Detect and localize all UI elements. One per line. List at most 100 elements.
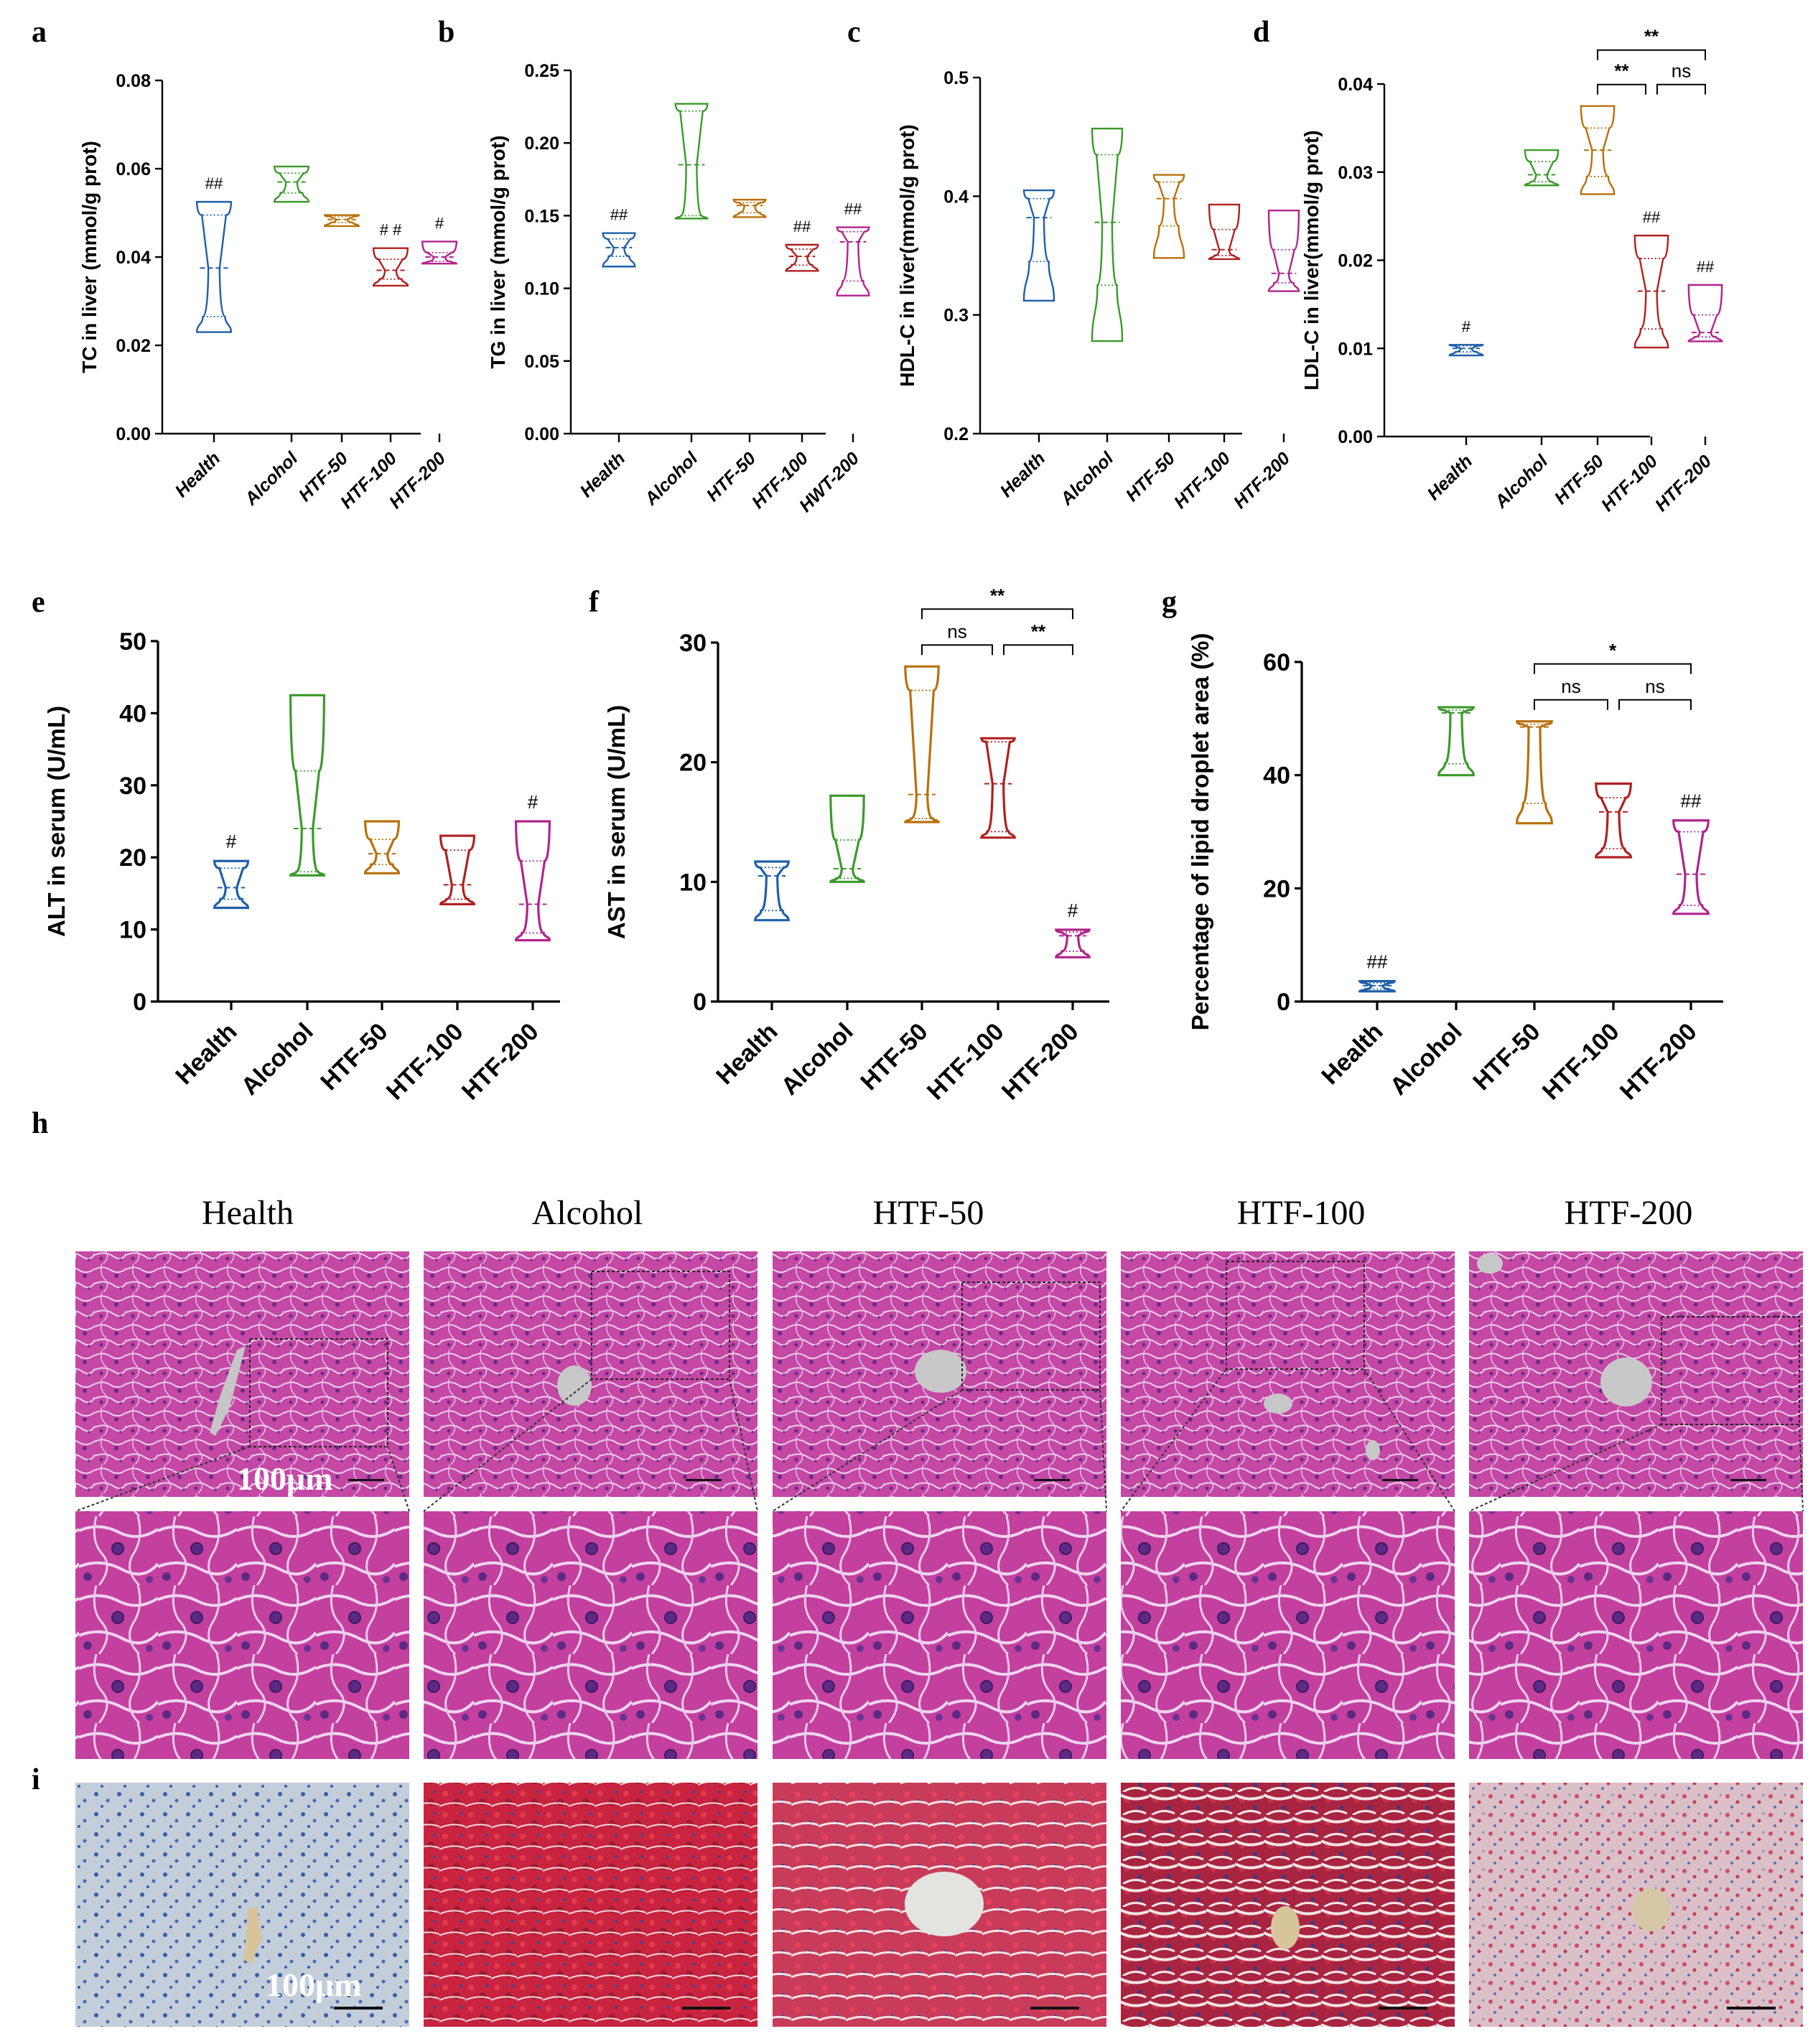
violin-b	[674, 103, 709, 220]
chart-c: 0.2 0.3 0.4 0.5 HDL-C in liver(mmol/g prot) H…	[896, 68, 1300, 513]
central-vein-htf-50	[915, 1350, 966, 1393]
y-tick-label-b: 0.20	[524, 134, 559, 154]
violin-c	[1208, 203, 1241, 261]
y-tick-label-f: 30	[679, 630, 707, 657]
violin-d	[1448, 344, 1484, 357]
panel-label-c: c	[847, 16, 861, 49]
scale-bar-oil-htf-50	[1030, 2007, 1079, 2010]
violin-c	[1022, 189, 1055, 302]
violin-a	[421, 241, 458, 265]
x-tick-label-a: Alcohol	[241, 448, 302, 510]
comparison-bracket-f	[1003, 644, 1073, 655]
y-axis-label-d: LDL-C in liver(mmol/g prot)	[1300, 130, 1323, 390]
he-overview-htf-100	[1121, 1251, 1455, 1497]
he-zoom-row	[75, 1511, 1803, 1759]
he-zoom-htf-50	[773, 1511, 1106, 1759]
histology-group-htf-200: HTF-200	[1565, 1194, 1693, 1232]
he-overview-row: 100μm	[75, 1251, 1803, 1497]
y-tick-label-f: 0	[693, 989, 707, 1016]
x-tick-label-e: HTF-200	[457, 1018, 544, 1106]
x-tick-label-g: HTF-100	[1537, 1018, 1625, 1106]
y-tick-label-g: 0	[1277, 989, 1290, 1016]
chart-d: 0.00 0.01 0.02 0.03 0.04 LDL-C in liver(mmol/…	[1300, 26, 1723, 515]
x-tick-label-b: Health	[576, 448, 629, 501]
chart-e: 0 10 20 30 40 50 ALT in serum (U/mL) Health # Alc…	[43, 628, 560, 1106]
violin-g	[1516, 720, 1553, 825]
vessel-oil-htf-200	[1633, 1888, 1670, 1931]
scale-bar-he-htf-50	[1034, 1479, 1070, 1481]
violin-f	[829, 794, 865, 883]
y-tick-label-b: 0.00	[524, 424, 559, 444]
x-tick-label-c: HTF-200	[1230, 448, 1295, 513]
y-tick-label-a: 0.00	[116, 424, 151, 444]
oil-red-htf-100	[1121, 1783, 1455, 2027]
y-axis-label-g: Percentage of lipid droplet area (%)	[1187, 633, 1213, 1031]
histology-group-health: Health	[202, 1194, 294, 1232]
panel-label-f: f	[589, 586, 600, 619]
y-tick-label-g: 20	[1263, 875, 1290, 902]
x-tick-label-c: HTF-100	[1170, 448, 1235, 513]
violin-f	[904, 665, 940, 823]
y-axis-label-a: TC in liver (mmol/g prot)	[78, 141, 101, 373]
comparison-bracket-d	[1597, 83, 1646, 95]
scale-label-i: 100μm	[266, 1966, 361, 2003]
violin-c	[1267, 209, 1300, 292]
x-tick-label-b: Alcohol	[640, 448, 702, 510]
x-tick-label-e: HTF-50	[315, 1018, 393, 1096]
he-overview-health	[75, 1251, 409, 1497]
y-tick-label-b: 0.15	[524, 206, 559, 226]
violin-d	[1524, 149, 1560, 187]
y-tick-label-e: 10	[119, 917, 146, 944]
x-tick-label-d: Health	[1423, 451, 1476, 504]
violin-g	[1672, 819, 1710, 915]
y-tick-label-b: 0.10	[524, 279, 559, 299]
central-vein-htf-100	[1264, 1394, 1292, 1414]
histology-group-htf-100: HTF-100	[1237, 1194, 1366, 1232]
comparison-bracket-g	[1534, 663, 1692, 674]
vessel-htf-100	[1366, 1440, 1380, 1460]
x-tick-label-c: Health	[996, 448, 1049, 501]
y-tick-label-d: 0.02	[1338, 251, 1373, 271]
significance-annotation-g: ##	[1681, 790, 1702, 812]
violin-d	[1580, 105, 1616, 195]
bracket-label-g: *	[1609, 640, 1617, 661]
zoom-box-htf-50	[961, 1282, 1101, 1391]
he-zoom-health	[75, 1511, 409, 1759]
zoom-box-htf-100	[1226, 1261, 1365, 1370]
y-axis-label-b: TG in liver (mmol/g prot)	[487, 135, 509, 368]
violin-d	[1687, 284, 1723, 342]
significance-annotation-d: ##	[1643, 208, 1661, 226]
significance-annotation-a: #	[435, 214, 444, 232]
significance-annotation-b: ##	[793, 218, 811, 235]
significance-annotation-f: #	[1068, 900, 1078, 921]
violin-g	[1437, 706, 1475, 777]
bracket-label-d: ns	[1672, 60, 1691, 82]
central-vein-htf-200	[1600, 1358, 1652, 1406]
vessel-oil-health	[244, 1906, 262, 1964]
comparison-bracket-d	[1597, 49, 1706, 60]
bracket-label-f: ns	[947, 620, 966, 642]
violin-b	[836, 226, 870, 297]
y-tick-label-e: 50	[119, 628, 146, 655]
violin-e	[514, 820, 551, 942]
violin-c	[1152, 174, 1185, 259]
oil-red-row: 100μm	[75, 1783, 1803, 2027]
y-tick-label-g: 60	[1263, 649, 1290, 676]
zoom-box-alcohol	[591, 1271, 730, 1380]
significance-annotation-g: ##	[1367, 951, 1388, 973]
y-tick-label-b: 0.05	[524, 352, 559, 372]
y-tick-label-a: 0.06	[116, 159, 151, 179]
y-tick-label-f: 20	[679, 750, 707, 777]
central-vein-health	[210, 1346, 246, 1436]
y-axis-label-f: AST in serum (U/mL)	[603, 705, 630, 939]
significance-annotation-a: ##	[205, 174, 223, 192]
bracket-label-f: **	[990, 584, 1005, 606]
x-tick-label-a: Health	[171, 448, 224, 501]
y-axis-label-c: HDL-C in liver(mmol/g prot)	[896, 124, 918, 387]
significance-annotation-d: ##	[1697, 258, 1715, 276]
panel-label-a: a	[32, 16, 47, 49]
significance-annotation-b: ##	[844, 200, 862, 218]
y-tick-label-b: 0.25	[524, 61, 559, 81]
